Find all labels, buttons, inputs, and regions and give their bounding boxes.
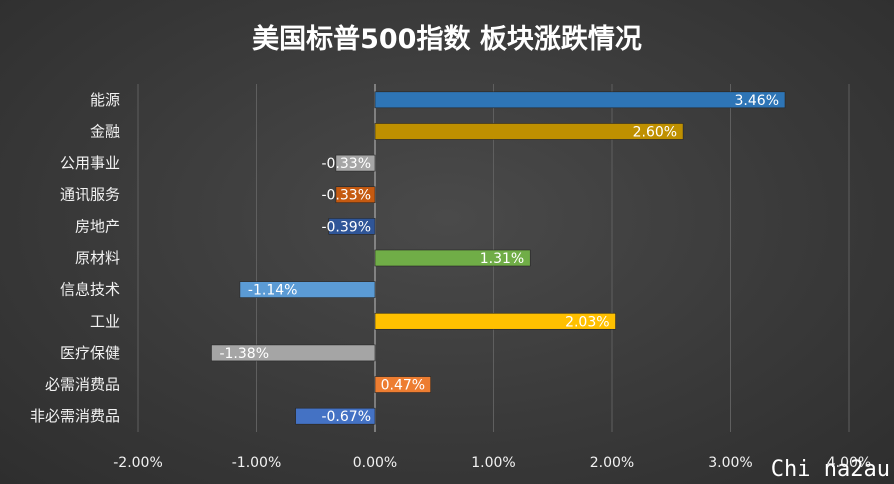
category-label: 原材料 [75, 249, 120, 267]
category-label: 金融 [90, 122, 120, 140]
bar [295, 407, 376, 425]
x-tick-label: 0.00% [353, 455, 397, 471]
x-tick-label: 3.00% [708, 455, 752, 471]
data-labels: 3.46% 2.60% -0.33% -0.33% -0.39% 1.31% -1.14% 2… [219, 93, 779, 425]
category-label: 公用事业 [60, 154, 120, 172]
bar [211, 344, 376, 362]
x-tick-label: 4.00% [827, 455, 871, 471]
x-tick-label: 2.00% [590, 455, 634, 471]
bar [328, 218, 376, 235]
bar [335, 154, 376, 172]
data-label: -0.67% [321, 409, 371, 425]
data-label: 1.31% [480, 251, 524, 267]
bars [211, 91, 786, 425]
bar [374, 249, 531, 267]
bar [374, 91, 786, 109]
category-label: 能源 [90, 91, 120, 109]
x-tick-label: 1.00% [471, 455, 515, 471]
category-label: 工业 [90, 312, 120, 330]
category-label: 非必需消费品 [30, 407, 120, 425]
data-label: 3.46% [735, 93, 779, 109]
data-label: 2.03% [565, 314, 609, 330]
bar [374, 376, 431, 393]
category-label: 通讯服务 [60, 186, 120, 204]
x-tick-label: -2.00% [113, 455, 163, 471]
data-label: -0.33% [321, 188, 371, 204]
data-label: 2.60% [633, 124, 677, 140]
bar [374, 123, 684, 140]
tick-labels: -2.00% -1.00% 0.00% 1.00% 2.00% 3.00% 4.00% [113, 455, 871, 471]
category-label: 房地产 [75, 217, 120, 235]
category-label: 医疗保健 [60, 344, 120, 362]
chart-title: 美国标普500指数 板块涨跌情况 [252, 23, 642, 55]
data-label: -1.38% [219, 346, 269, 362]
x-tick-label: -1.00% [232, 455, 282, 471]
data-label: -0.39% [321, 219, 371, 235]
bar [335, 186, 376, 204]
bar [239, 281, 376, 298]
category-label: 信息技术 [60, 281, 120, 299]
data-label: 0.47% [381, 378, 425, 394]
bar [374, 312, 616, 330]
data-label: -1.14% [248, 283, 298, 299]
watermark: Chi na2au [770, 457, 890, 482]
category-label: 必需消费品 [45, 376, 120, 394]
data-label: -0.33% [321, 156, 371, 172]
